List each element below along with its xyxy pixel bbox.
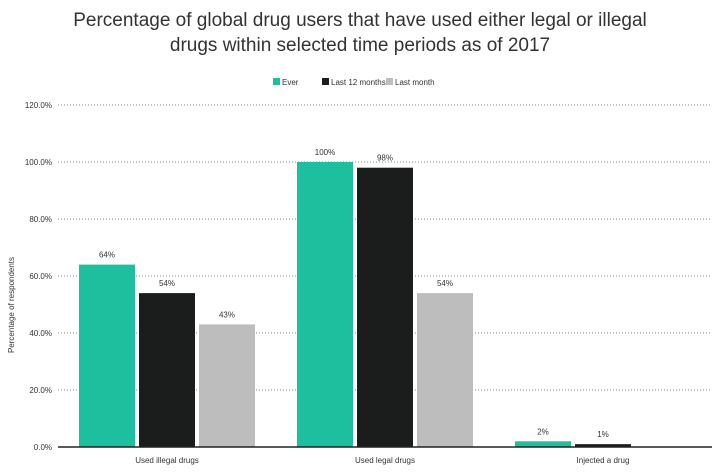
- legend: Ever Last 12 months Last month: [273, 78, 435, 87]
- y-tick-label: 120.0%: [25, 101, 52, 110]
- x-axis-labels: Used illegal drugs Used legal drugs Inject…: [135, 456, 629, 465]
- legend-label: Ever: [282, 78, 299, 87]
- data-label: 98%: [377, 154, 393, 163]
- bars: 64% 54% 43% 100% 98% 54% 2% 1%: [58, 148, 712, 448]
- y-tick-label: 0.0%: [34, 443, 52, 452]
- bar-last-month: [199, 324, 255, 447]
- bar-ever: [297, 162, 353, 447]
- y-tick-label: 40.0%: [29, 329, 52, 338]
- x-tick-label: Injected a drug: [577, 456, 630, 465]
- bar-last-12-months: [357, 167, 413, 447]
- data-label: 54%: [437, 279, 453, 288]
- bar-last-12-months: [575, 444, 631, 447]
- legend-swatch: [322, 78, 329, 85]
- y-tick-label: 60.0%: [29, 272, 52, 281]
- chart-title-line-1: Percentage of global drug users that hav…: [73, 10, 647, 31]
- bar-last-12-months: [139, 293, 195, 447]
- data-label: 43%: [219, 310, 235, 319]
- x-tick-label: Used illegal drugs: [135, 456, 199, 465]
- legend-swatch: [273, 78, 280, 85]
- legend-swatch: [386, 78, 393, 85]
- data-label: 2%: [537, 427, 549, 436]
- legend-label: Last 12 months: [331, 78, 386, 87]
- y-tick-label: 100.0%: [25, 158, 52, 167]
- y-tick-label: 80.0%: [29, 215, 52, 224]
- data-label: 54%: [159, 279, 175, 288]
- chart-title-line-2: drugs within selected time periods as of…: [170, 35, 550, 56]
- y-tick-label: 20.0%: [29, 386, 52, 395]
- data-label: 100%: [315, 148, 335, 157]
- bar-ever: [79, 264, 135, 447]
- x-tick-label: Used legal drugs: [355, 456, 415, 465]
- legend-label: Last month: [395, 78, 435, 87]
- bar-ever: [515, 441, 571, 447]
- data-label: 1%: [597, 430, 609, 439]
- data-label: 64%: [99, 251, 115, 260]
- y-axis-label: Percentage of respondents: [7, 257, 16, 353]
- bar-last-month: [417, 293, 473, 447]
